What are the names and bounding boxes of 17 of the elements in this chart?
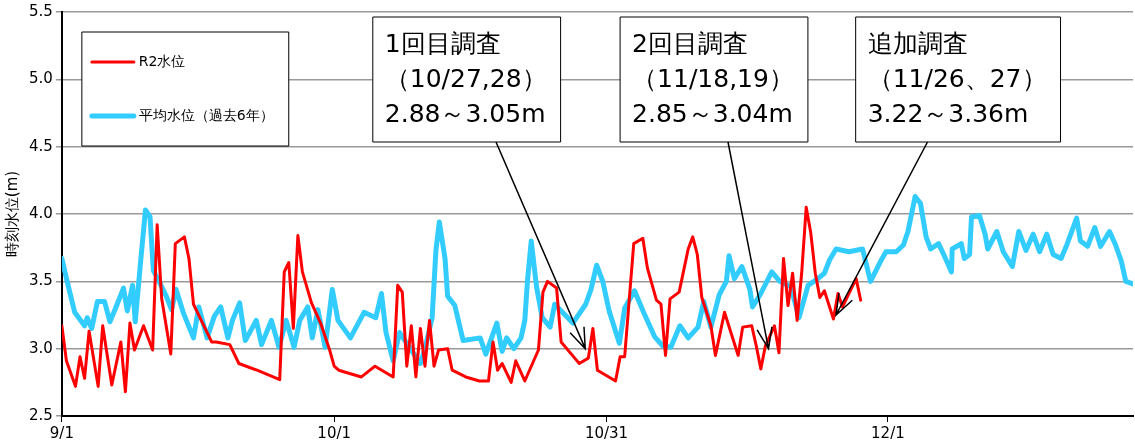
- legend-label: 平均水位（過去6年）: [138, 106, 274, 123]
- y-tick-label: 4.5: [29, 136, 53, 155]
- y-tick-label: 3.5: [29, 271, 53, 290]
- x-tick-label: 10/31: [584, 423, 629, 442]
- x-tick-label: 12/1: [871, 423, 905, 442]
- y-tick-label: 4.0: [29, 203, 53, 222]
- y-tick-label: 2.5: [29, 405, 53, 424]
- y-tick-label: 5.5: [29, 1, 53, 20]
- y-tick-label: 3.0: [29, 338, 53, 357]
- annotation: 追加調査（11/26、27） 3.22～3.36m: [867, 28, 1047, 128]
- x-tick-label: 9/1: [49, 423, 74, 442]
- annotation: 2回目調査（11/18,19） 2.85～3.04m: [632, 28, 794, 128]
- y-tick-label: 5.0: [29, 69, 53, 88]
- y-axis-title: 時刻水位(m): [2, 170, 21, 258]
- annotation: 1回目調査（10/27,28） 2.88～3.05m: [384, 28, 547, 128]
- legend-label: R2水位: [138, 52, 186, 69]
- x-tick-label: 10/1: [317, 423, 352, 442]
